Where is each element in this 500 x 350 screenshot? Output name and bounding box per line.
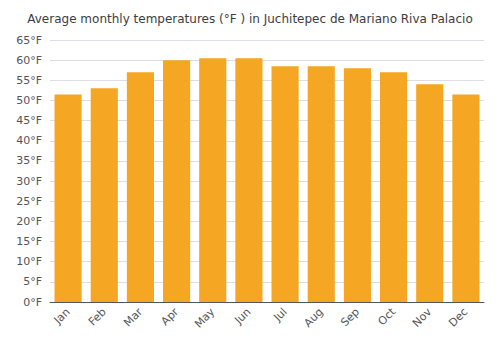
svg-text:Feb: Feb	[86, 305, 109, 328]
svg-text:Sep: Sep	[338, 305, 362, 329]
svg-text:0°F: 0°F	[23, 296, 42, 309]
svg-text:10°F: 10°F	[16, 255, 42, 268]
svg-text:May: May	[192, 305, 218, 331]
svg-text:Jan: Jan	[51, 305, 73, 327]
svg-text:65°F: 65°F	[16, 34, 42, 47]
svg-text:Aug: Aug	[301, 305, 325, 329]
svg-text:35°F: 35°F	[16, 154, 42, 167]
svg-text:55°F: 55°F	[16, 74, 42, 87]
svg-text:Jun: Jun	[231, 305, 253, 327]
svg-text:5°F: 5°F	[23, 275, 42, 288]
svg-text:Average monthly temperatures (: Average monthly temperatures (°F ) in Ju…	[27, 12, 472, 26]
svg-text:Oct: Oct	[376, 305, 399, 328]
svg-text:50°F: 50°F	[16, 94, 42, 107]
svg-text:30°F: 30°F	[16, 175, 42, 188]
svg-text:Mar: Mar	[121, 305, 145, 329]
svg-text:20°F: 20°F	[16, 215, 42, 228]
svg-text:15°F: 15°F	[16, 235, 42, 248]
svg-text:Jul: Jul	[270, 305, 289, 324]
svg-text:Dec: Dec	[446, 305, 470, 329]
svg-text:25°F: 25°F	[16, 195, 42, 208]
svg-text:60°F: 60°F	[16, 54, 42, 67]
svg-text:40°F: 40°F	[16, 134, 42, 147]
svg-text:Nov: Nov	[410, 305, 435, 330]
svg-text:Apr: Apr	[159, 305, 182, 328]
svg-text:45°F: 45°F	[16, 114, 42, 127]
